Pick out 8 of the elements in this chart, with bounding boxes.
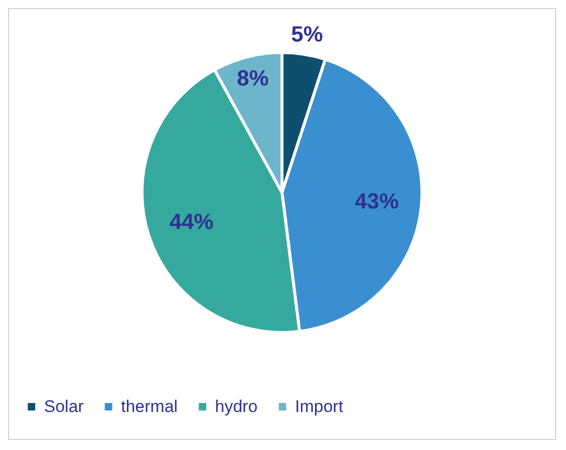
data-label: 43% [354, 188, 399, 214]
legend-label: Import [295, 396, 344, 416]
data-label: 44% [169, 208, 214, 234]
data-label: 5% [291, 21, 323, 46]
legend-label: hydro [215, 396, 258, 416]
legend-label: thermal [121, 396, 178, 416]
legend-label: Solar [44, 396, 84, 416]
data-label: 8% [236, 66, 269, 91]
